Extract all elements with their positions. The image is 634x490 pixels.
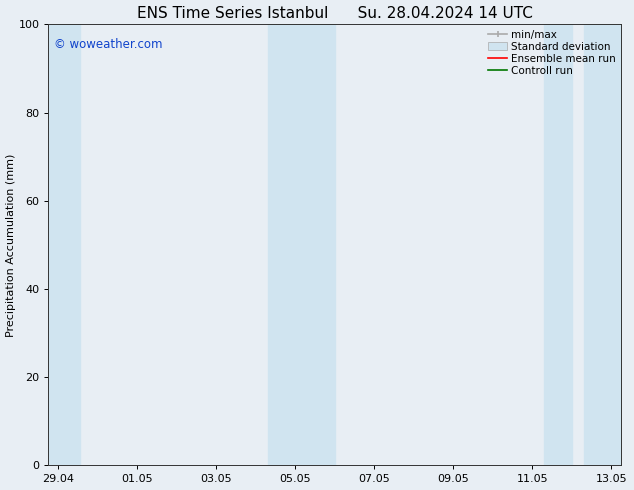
Bar	[583, 24, 621, 465]
Text: © woweather.com: © woweather.com	[54, 38, 162, 51]
Bar	[268, 24, 335, 465]
Bar	[544, 24, 572, 465]
Bar	[48, 24, 80, 465]
Title: ENS Time Series Istanbul      Su. 28.04.2024 14 UTC: ENS Time Series Istanbul Su. 28.04.2024 …	[137, 5, 533, 21]
Y-axis label: Precipitation Accumulation (mm): Precipitation Accumulation (mm)	[6, 153, 16, 337]
Legend: min/max, Standard deviation, Ensemble mean run, Controll run: min/max, Standard deviation, Ensemble me…	[486, 27, 618, 78]
